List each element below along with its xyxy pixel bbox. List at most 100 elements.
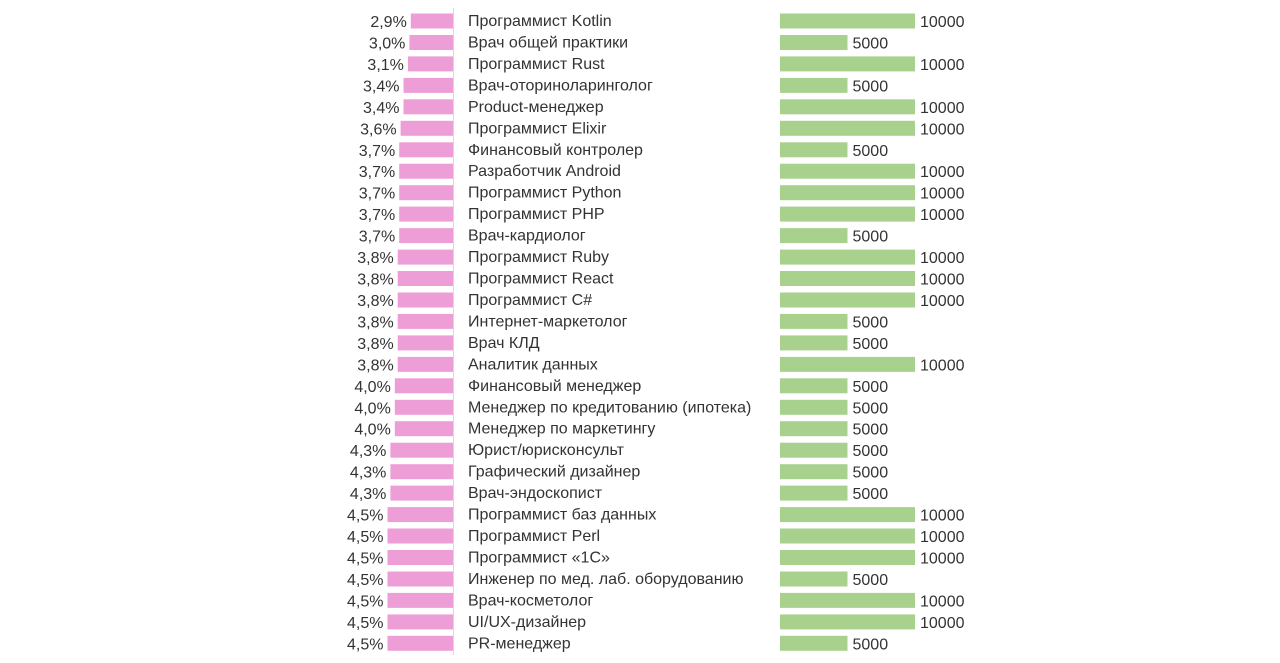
- category-label: Врач-оториноларинголог: [468, 77, 653, 94]
- amount-labels: 10000 5000 10000 5000 10000 10000 5000 10000 100…: [853, 14, 965, 653]
- percent-label: 3,4%: [363, 78, 399, 95]
- category-label: Программист Python: [468, 185, 621, 202]
- amount-bar: [780, 77, 848, 93]
- percent-bars: [387, 13, 454, 651]
- category-label: Программист баз данных: [468, 507, 656, 524]
- amount-bar: [780, 13, 915, 29]
- amount-bar: [780, 292, 915, 308]
- percent-label: 4,0%: [354, 400, 390, 417]
- category-label: Программист Kotlin: [468, 13, 612, 30]
- amount-bar: [780, 99, 915, 115]
- percent-label: 3,8%: [357, 336, 393, 353]
- amount-bar: [780, 571, 848, 587]
- category-label: Врач КЛД: [468, 335, 540, 352]
- percent-bar: [397, 271, 453, 286]
- category-label: Врач-кардиолог: [468, 228, 586, 245]
- category-label: Финансовый менеджер: [468, 378, 641, 395]
- percent-label: 3,7%: [359, 164, 395, 181]
- category-label: Программист React: [468, 271, 614, 288]
- category-label: Product-менеджер: [468, 99, 604, 116]
- percent-bar: [399, 185, 453, 201]
- percent-bar: [397, 313, 453, 329]
- amount-label: 10000: [920, 207, 965, 224]
- amount-bar: [780, 185, 915, 201]
- amount-bar: [780, 228, 848, 244]
- percent-bar: [409, 35, 454, 50]
- percent-label: 3,7%: [359, 143, 395, 160]
- percent-label: 4,5%: [347, 615, 383, 632]
- amount-label: 10000: [920, 293, 965, 310]
- percent-bar: [410, 13, 453, 29]
- percent-label: 3,0%: [369, 36, 405, 53]
- amount-label: 5000: [853, 336, 889, 353]
- amount-bar: [780, 507, 915, 523]
- percent-bar: [399, 142, 453, 158]
- amount-bar: [780, 550, 915, 565]
- percent-label: 4,5%: [347, 529, 383, 546]
- amount-bar: [780, 120, 915, 136]
- percent-bar: [387, 635, 453, 651]
- percent-bar: [394, 421, 453, 437]
- amount-bar: [780, 35, 848, 50]
- amount-label: 10000: [920, 250, 965, 267]
- percent-label: 3,1%: [367, 57, 403, 74]
- percent-label: 4,5%: [347, 551, 383, 568]
- category-label: Графический дизайнер: [468, 464, 640, 481]
- amount-label: 5000: [853, 465, 889, 482]
- amount-label: 10000: [920, 57, 965, 74]
- percent-bar: [387, 550, 453, 565]
- amount-bar: [780, 528, 915, 544]
- amount-bars: [780, 13, 915, 651]
- percent-label: 4,3%: [350, 465, 386, 482]
- amount-bar: [780, 592, 915, 608]
- amount-bar: [780, 421, 848, 437]
- amount-label: 5000: [853, 486, 889, 503]
- percent-bar: [397, 249, 453, 265]
- percent-label: 3,6%: [360, 121, 396, 138]
- category-label: Программист «1С»: [468, 550, 610, 567]
- amount-label: 5000: [853, 443, 889, 460]
- amount-label: 10000: [920, 186, 965, 203]
- percent-label: 3,8%: [357, 272, 393, 289]
- amount-label: 5000: [853, 229, 889, 246]
- amount-label: 10000: [920, 357, 965, 374]
- amount-bar: [780, 378, 848, 394]
- amount-bar: [780, 163, 915, 179]
- percent-label: 3,7%: [359, 229, 395, 246]
- category-label: Программист Perl: [468, 528, 600, 545]
- category-label: Программист Ruby: [468, 249, 609, 266]
- amount-label: 5000: [853, 36, 889, 53]
- amount-bar: [780, 206, 915, 222]
- amount-label: 10000: [920, 14, 965, 31]
- percent-label: 3,4%: [363, 100, 399, 117]
- amount-label: 5000: [853, 572, 889, 589]
- percent-label: 4,3%: [350, 486, 386, 503]
- amount-label: 5000: [853, 143, 889, 160]
- percent-label: 4,5%: [347, 508, 383, 525]
- percent-label: 3,7%: [359, 207, 395, 224]
- category-label: Программист PHP: [468, 206, 605, 223]
- category-label: PR-менеджер: [468, 635, 571, 652]
- amount-label: 5000: [853, 78, 889, 95]
- amount-label: 5000: [853, 422, 889, 439]
- percent-label: 3,7%: [359, 186, 395, 203]
- category-label: Врач общей практики: [468, 35, 628, 52]
- category-label: Финансовый контролер: [468, 142, 643, 159]
- percent-bar: [390, 485, 453, 501]
- amount-label: 10000: [920, 508, 965, 525]
- amount-bar: [780, 271, 915, 286]
- amount-label: 10000: [920, 164, 965, 181]
- amount-label: 10000: [920, 121, 965, 138]
- category-labels: Программист Kotlin Врач общей практики Про…: [468, 13, 751, 652]
- percent-labels: 2,9% 3,0% 3,1% 3,4% 3,4% 3,6% 3,7% 3,7% 3,7% 3,7%…: [347, 14, 407, 653]
- percent-bar: [387, 507, 453, 523]
- amount-bar: [780, 442, 848, 458]
- amount-bar: [780, 56, 915, 72]
- percent-label: 3,8%: [357, 314, 393, 331]
- category-label: Врач-косметолог: [468, 592, 593, 609]
- amount-bar: [780, 635, 848, 651]
- percent-bar: [394, 378, 453, 394]
- percent-label: 4,5%: [347, 636, 383, 653]
- amount-bar: [780, 335, 848, 351]
- category-label: Программист C#: [468, 292, 592, 309]
